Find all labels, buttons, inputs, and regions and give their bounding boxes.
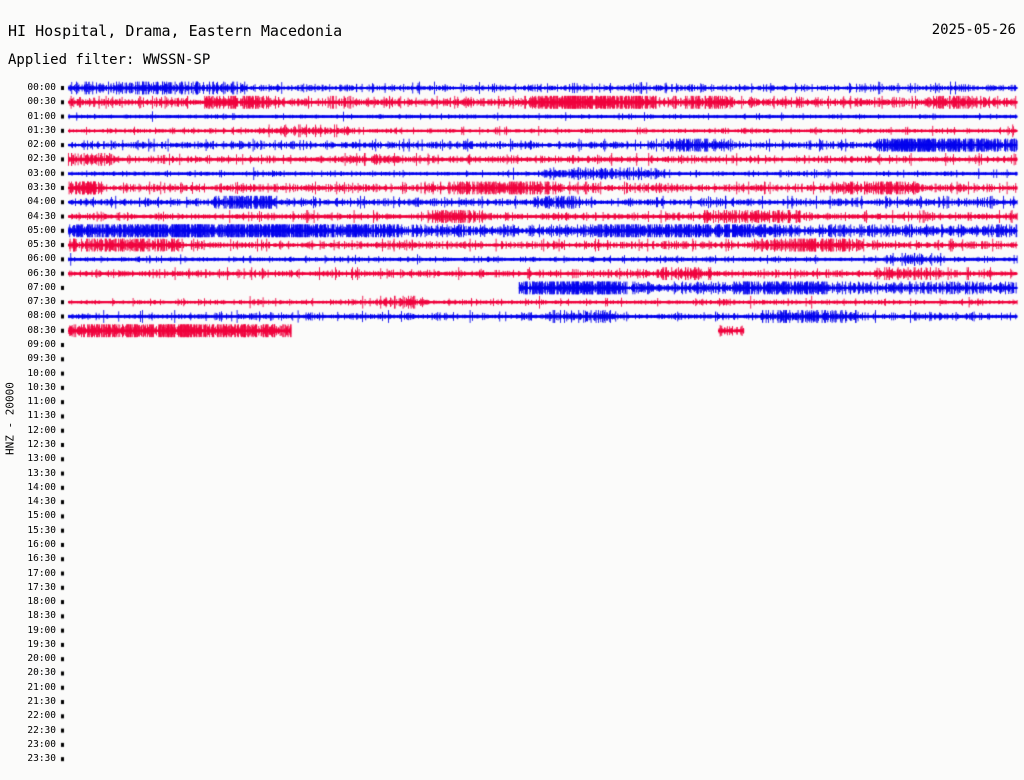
time-axis-label: 00:30 xyxy=(27,96,56,108)
time-axis-label: 05:00 xyxy=(27,224,56,236)
time-axis: 00:00 00:30 01:00 01:30 02:00 02:30 03:00 03:30… xyxy=(0,0,60,780)
time-axis-label: 17:30 xyxy=(27,581,56,593)
time-axis-label: 20:00 xyxy=(27,653,56,665)
time-axis-label: 19:00 xyxy=(27,624,56,636)
time-axis-label: 21:30 xyxy=(27,696,56,708)
time-axis-label: 22:00 xyxy=(27,710,56,722)
time-axis-label: 02:30 xyxy=(27,153,56,165)
time-axis-label: 03:30 xyxy=(27,181,56,193)
time-axis-label: 19:30 xyxy=(27,638,56,650)
time-axis-label: 11:30 xyxy=(27,410,56,422)
time-axis-label: 18:00 xyxy=(27,596,56,608)
time-axis-label: 04:00 xyxy=(27,196,56,208)
time-axis-label: 23:30 xyxy=(27,753,56,765)
time-axis-label: 03:00 xyxy=(27,167,56,179)
time-axis-label: 12:00 xyxy=(27,424,56,436)
time-axis-label: 07:00 xyxy=(27,281,56,293)
time-axis-label: 06:30 xyxy=(27,267,56,279)
time-axis-label: 15:00 xyxy=(27,510,56,522)
time-axis-label: 23:00 xyxy=(27,738,56,750)
time-axis-label: 14:30 xyxy=(27,496,56,508)
time-axis-label: 05:30 xyxy=(27,239,56,251)
date-label: 2025-05-26 xyxy=(931,22,1016,38)
time-axis-label: 08:00 xyxy=(27,310,56,322)
time-axis-label: 11:00 xyxy=(27,396,56,408)
time-axis-label: 20:30 xyxy=(27,667,56,679)
time-axis-label: 01:30 xyxy=(27,124,56,136)
time-axis-label: 15:30 xyxy=(27,524,56,536)
time-axis-label: 22:30 xyxy=(27,724,56,736)
time-axis-label: 16:30 xyxy=(27,553,56,565)
time-axis-label: 09:00 xyxy=(27,339,56,351)
page-title: HI Hospital, Drama, Eastern Macedonia xyxy=(8,22,343,40)
time-axis-label: 06:00 xyxy=(27,253,56,265)
time-axis-label: 16:00 xyxy=(27,538,56,550)
time-axis-label: 00:00 xyxy=(27,82,56,93)
time-axis-label: 08:30 xyxy=(27,324,56,336)
time-axis-label: 21:00 xyxy=(27,681,56,693)
applied-filter-label: Applied filter: WWSSN-SP xyxy=(8,52,211,68)
time-axis-label: 13:00 xyxy=(27,453,56,465)
time-axis-label: 18:30 xyxy=(27,610,56,622)
time-axis-label: 09:30 xyxy=(27,353,56,365)
time-axis-label: 13:30 xyxy=(27,467,56,479)
time-axis-label: 07:30 xyxy=(27,296,56,308)
time-axis-label: 10:00 xyxy=(27,367,56,379)
time-axis-label: 04:30 xyxy=(27,210,56,222)
time-axis-label: 02:00 xyxy=(27,139,56,151)
time-axis-label: 12:30 xyxy=(27,439,56,450)
time-axis-label: 17:00 xyxy=(27,567,56,579)
time-axis-label: 01:00 xyxy=(27,110,56,122)
time-axis-label: 10:30 xyxy=(27,381,56,393)
time-axis-label: 14:00 xyxy=(27,481,56,493)
